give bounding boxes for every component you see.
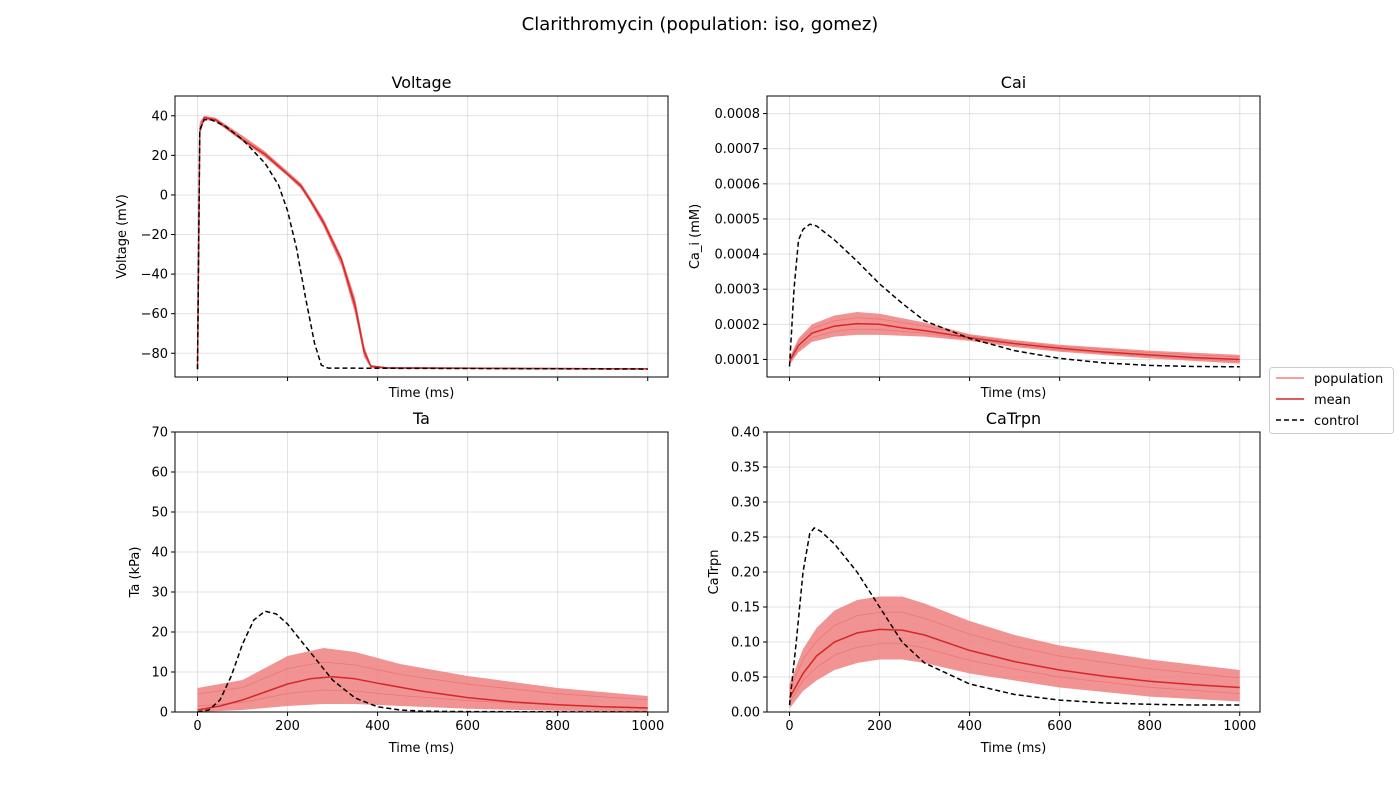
y-tick-label: 20 — [151, 149, 168, 164]
x-axis-label: Time (ms) — [980, 386, 1047, 401]
y-tick-label: 20 — [151, 626, 168, 641]
panel-title: Cai — [1001, 73, 1026, 92]
plot-inner — [175, 96, 668, 377]
panel-catrpn: CaTrpn Time (ms) CaTrpn 0 200 400 600 800 100… — [707, 409, 1261, 756]
y-tick-label: 0.35 — [731, 461, 760, 476]
y-tick-label: 0.30 — [731, 496, 760, 511]
x-tick-label: 400 — [365, 719, 390, 734]
x-tick-label: 600 — [1047, 719, 1072, 734]
population-trace — [789, 611, 1240, 691]
panel-title: CaTrpn — [986, 409, 1041, 428]
population-trace — [789, 643, 1240, 703]
population-band — [789, 596, 1240, 709]
y-tick-label: 0.0001 — [715, 353, 761, 368]
y-tick-label: 0.15 — [731, 601, 760, 616]
x-tick-label: 200 — [275, 719, 300, 734]
control-series-line — [196, 119, 648, 370]
y-tick-label: 0.25 — [731, 531, 760, 546]
x-axis-label: Time (ms) — [980, 741, 1047, 756]
plot-inner — [175, 432, 668, 712]
axes-frame — [766, 95, 1261, 378]
x-tick-label: 800 — [545, 719, 570, 734]
y-tick-label: 70 — [151, 426, 168, 441]
axes-frame — [174, 431, 669, 713]
legend: population mean control — [1269, 367, 1394, 434]
mean-series-line — [196, 117, 648, 370]
panel-cai: Cai Time (ms) Ca_i (mM) 0.00010.00020.00… — [688, 73, 1261, 401]
legend-population-label: population — [1314, 372, 1383, 387]
y-tick-label: 0.0003 — [715, 283, 761, 298]
y-axis-label: Voltage (mV) — [115, 194, 130, 279]
y-tick-label: 0.0002 — [715, 318, 761, 333]
x-tick-label: 0 — [785, 719, 793, 734]
y-tick-label: 0.0008 — [715, 107, 761, 122]
plot-area: −80 −60 −40 −20 0 20 40 — [141, 95, 669, 381]
axes-frame — [174, 95, 669, 378]
plot-area: 0 200 400 600 800 1000 0 10 20 30 40 50 60 70 — [151, 426, 669, 734]
panel-voltage: Voltage Time (ms) Voltage (mV) −80 −60 −40… — [115, 73, 669, 401]
control-series-line — [197, 610, 648, 712]
x-axis-label: Time (ms) — [388, 741, 455, 756]
x-tick-label: 600 — [455, 719, 480, 734]
y-tick-label: 0.00 — [731, 706, 760, 721]
y-tick-label: 0.05 — [731, 671, 760, 686]
y-tick-label: −20 — [141, 228, 168, 243]
y-tick-label: −40 — [141, 268, 168, 283]
plot-area: 0 200 400 600 800 1000 0.00 0.05 0.10 0.15 0.20 0.2… — [731, 426, 1261, 734]
panel-title: Ta — [412, 409, 430, 428]
population-trace — [197, 118, 648, 371]
y-tick-label: 0 — [160, 188, 168, 203]
legend-mean-label: mean — [1314, 393, 1351, 408]
mean-series-line — [788, 322, 1240, 362]
panel-ta: Ta Time (ms) Ta (kPa) 0 200 400 600 800 10000… — [128, 409, 669, 756]
population-trace — [789, 328, 1240, 364]
population-band — [197, 648, 648, 712]
plot-area: 0.0001 0.0002 0.0003 0.0004 0.0005 0.0006 0.00… — [715, 95, 1261, 381]
legend-frame — [1269, 367, 1394, 434]
y-tick-label: 50 — [151, 506, 168, 521]
x-tick-label: 400 — [957, 719, 982, 734]
y-tick-label: 0.10 — [731, 636, 760, 651]
legend-control-label: control — [1314, 414, 1359, 429]
population-band — [197, 115, 648, 372]
plot-inner — [767, 96, 1260, 377]
x-tick-label: 200 — [867, 719, 892, 734]
y-tick-label: 0 — [160, 706, 168, 721]
population-trace — [197, 661, 648, 701]
y-axis-label: CaTrpn — [707, 550, 722, 595]
x-tick-label: 800 — [1137, 719, 1162, 734]
population-band — [789, 312, 1240, 365]
y-tick-label: 0.0007 — [715, 142, 761, 157]
control-series-line — [788, 527, 1240, 706]
x-axis-label: Time (ms) — [388, 386, 455, 401]
y-tick-label: 0.0006 — [715, 177, 761, 192]
population-trace — [789, 317, 1240, 360]
y-tick-label: −80 — [141, 347, 168, 362]
plot-inner — [767, 432, 1260, 712]
y-tick-label: 10 — [151, 666, 168, 681]
y-axis-label: Ca_i (mM) — [688, 204, 703, 269]
y-tick-label: 0.40 — [731, 426, 760, 441]
y-tick-label: 40 — [151, 109, 168, 124]
panel-title: Voltage — [391, 73, 451, 92]
x-tick-label: 1000 — [1223, 719, 1256, 734]
y-axis-label: Ta (kPa) — [128, 547, 143, 599]
y-tick-label: 0.20 — [731, 566, 760, 581]
figure-title: Clarithromycin (population: iso, gomez) — [522, 14, 879, 35]
y-tick-label: 0.0005 — [715, 212, 761, 227]
y-tick-label: 40 — [151, 546, 168, 561]
mean-series-line — [197, 676, 648, 711]
mean-series-line — [788, 628, 1240, 699]
y-tick-label: 60 — [151, 466, 168, 481]
y-tick-label: −60 — [141, 307, 168, 322]
x-tick-label: 0 — [193, 719, 201, 734]
y-tick-label: 30 — [151, 586, 168, 601]
y-tick-label: 0.0004 — [715, 248, 761, 263]
control-series-line — [788, 223, 1240, 368]
x-tick-label: 1000 — [631, 719, 664, 734]
